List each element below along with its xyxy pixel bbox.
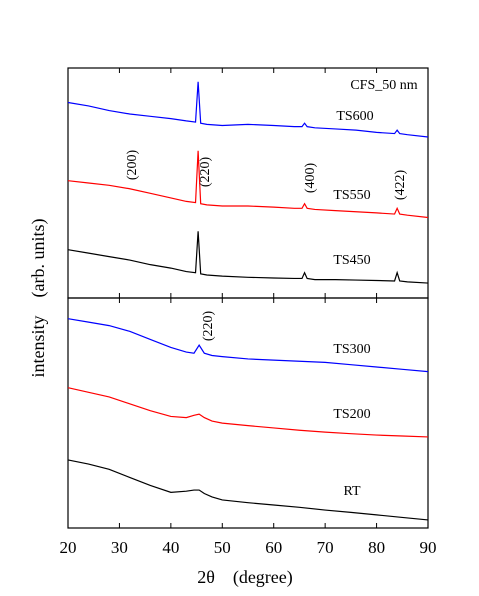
spectrum-line (67, 150, 429, 219)
annotation: (200) (125, 150, 140, 181)
series-label: TS200 (333, 407, 370, 422)
x-tick-label: 80 (368, 538, 385, 557)
annotation: (422) (393, 170, 408, 201)
annotation: (220) (201, 311, 216, 342)
series-label: TS300 (333, 342, 370, 357)
series-label: TS600 (336, 109, 373, 124)
series-label: TS450 (333, 253, 370, 268)
x-tick-label: 40 (162, 538, 179, 557)
y-axis-label: intensity (arb. units) (28, 219, 49, 378)
spectrum-line (67, 81, 429, 138)
annotation: (220) (198, 157, 213, 188)
x-tick-label: 70 (317, 538, 334, 557)
x-tick-label: 20 (60, 538, 77, 557)
panel-frame (67, 297, 429, 529)
spectrum-line (67, 231, 429, 284)
spectrum-line (67, 459, 429, 521)
series-label: TS550 (333, 188, 370, 203)
x-axis-label: 2θ (degree) (197, 567, 293, 588)
panel-frame (67, 67, 429, 299)
series-label: RT (343, 484, 360, 499)
x-tick-label: 50 (214, 538, 231, 557)
spectrum-line (67, 387, 429, 438)
spectrum-line (67, 318, 429, 373)
x-tick-label: 30 (111, 538, 128, 557)
annotation: CFS_50 nm (350, 78, 417, 93)
annotation: (400) (303, 163, 318, 194)
x-tick-label: 60 (265, 538, 282, 557)
x-tick-label: 90 (420, 538, 437, 557)
